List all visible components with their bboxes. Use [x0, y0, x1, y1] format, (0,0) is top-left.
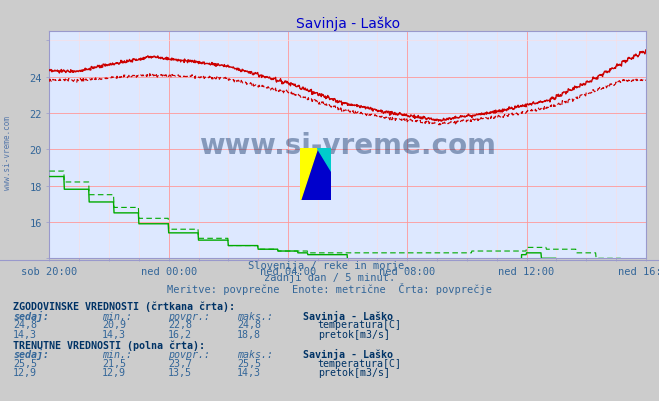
Text: 14,3: 14,3 [237, 367, 261, 377]
Text: Savinja - Laško: Savinja - Laško [303, 348, 393, 359]
Text: 25,5: 25,5 [237, 358, 261, 368]
Polygon shape [300, 148, 331, 200]
Text: TRENUTNE VREDNOSTI (polna črta):: TRENUTNE VREDNOSTI (polna črta): [13, 339, 205, 350]
Text: ZGODOVINSKE VREDNOSTI (črtkana črta):: ZGODOVINSKE VREDNOSTI (črtkana črta): [13, 300, 235, 311]
Text: maks.:: maks.: [237, 311, 273, 321]
Text: 21,5: 21,5 [102, 358, 126, 368]
Text: maks.:: maks.: [237, 349, 273, 359]
Title: Savinja - Laško: Savinja - Laško [295, 16, 400, 31]
Text: sedaj:: sedaj: [13, 348, 49, 359]
Text: 16,2: 16,2 [168, 329, 192, 339]
Text: pretok[m3/s]: pretok[m3/s] [318, 329, 389, 339]
Polygon shape [300, 148, 317, 200]
Text: povpr.:: povpr.: [168, 311, 210, 321]
Text: 20,9: 20,9 [102, 320, 126, 330]
Text: sedaj:: sedaj: [13, 310, 49, 321]
Text: povpr.:: povpr.: [168, 349, 210, 359]
Text: 14,3: 14,3 [102, 329, 126, 339]
Text: 18,8: 18,8 [237, 329, 261, 339]
Text: www.si-vreme.com: www.si-vreme.com [199, 132, 496, 159]
Text: 13,5: 13,5 [168, 367, 192, 377]
Text: 24,8: 24,8 [237, 320, 261, 330]
Text: 25,5: 25,5 [13, 358, 37, 368]
Text: zadnji dan / 5 minut.: zadnji dan / 5 minut. [264, 273, 395, 283]
Text: 12,9: 12,9 [13, 367, 37, 377]
Text: temperatura[C]: temperatura[C] [318, 320, 401, 330]
Text: 12,9: 12,9 [102, 367, 126, 377]
Text: Savinja - Laško: Savinja - Laško [303, 310, 393, 321]
Text: Meritve: povprečne  Enote: metrične  Črta: povprečje: Meritve: povprečne Enote: metrične Črta:… [167, 283, 492, 295]
Text: temperatura[C]: temperatura[C] [318, 358, 401, 368]
Text: Slovenija / reke in morje.: Slovenija / reke in morje. [248, 261, 411, 271]
Text: 23,7: 23,7 [168, 358, 192, 368]
Text: www.si-vreme.com: www.si-vreme.com [3, 115, 13, 189]
Polygon shape [317, 148, 331, 172]
Text: 24,8: 24,8 [13, 320, 37, 330]
Text: min.:: min.: [102, 349, 132, 359]
Text: 14,3: 14,3 [13, 329, 37, 339]
Text: min.:: min.: [102, 311, 132, 321]
Text: pretok[m3/s]: pretok[m3/s] [318, 367, 389, 377]
Text: 22,8: 22,8 [168, 320, 192, 330]
